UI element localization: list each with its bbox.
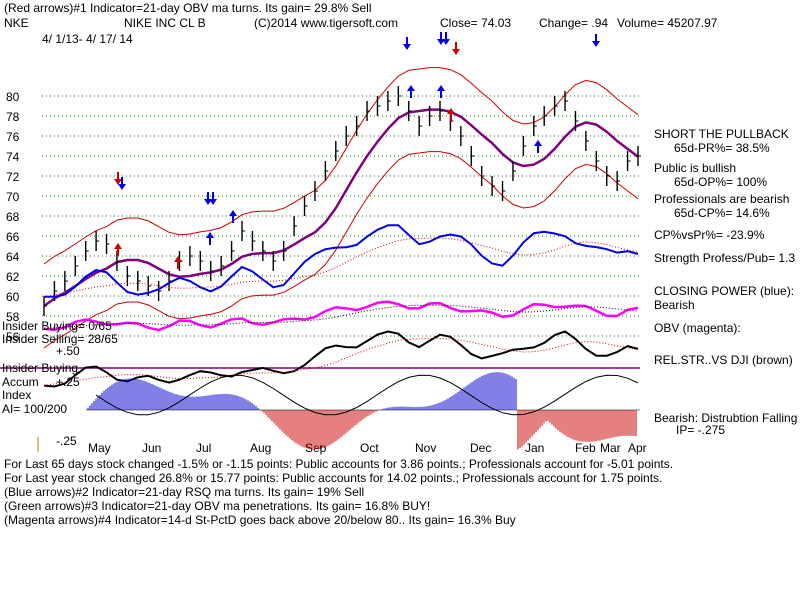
short-pullback: SHORT THE PULLBACK: [654, 127, 789, 141]
strength-ratio: Strength Profess/Pub= 1.3: [654, 251, 796, 265]
y-tick-label: 56: [6, 330, 20, 344]
closing-power-status: Bearish: [654, 298, 695, 312]
blue-buy-arrow: [534, 140, 542, 153]
y-tick-label: 62: [6, 270, 20, 284]
blue-buy-arrow: [206, 232, 214, 245]
x-tick-label: Jun: [142, 441, 161, 455]
red-buy-arrow: [447, 108, 455, 121]
obv-line: [43, 300, 639, 332]
price-bars: [43, 86, 641, 316]
footer-blue-arrows: (Blue arrows)#2 Indicator=21-day RSQ ma …: [4, 485, 365, 499]
blue-sell-arrow: [437, 32, 445, 45]
volume-value: Volume= 45207.97: [617, 16, 718, 30]
y-tick-label: 58: [6, 310, 20, 324]
op-pct: 65d-OP%= 100%: [674, 175, 768, 189]
footer-65-day: For Last 65 days stock changed -1.5% or …: [4, 457, 674, 471]
blue-sell-arrow: [403, 37, 411, 50]
x-tick-label: Nov: [415, 441, 436, 455]
indicator-1-line: (Red arrows)#1 Indicator=21-day OBV ma t…: [4, 1, 372, 15]
y-tick-label: 60: [6, 290, 20, 304]
lower-band-line: [43, 151, 639, 349]
blue-buy-arrow: [437, 85, 445, 98]
blue-buy-arrow: [229, 210, 237, 223]
rel-strength-line: [43, 330, 639, 388]
x-tick-label: Feb: [575, 441, 596, 455]
insider-buying-label: Insider Buying: [2, 361, 79, 375]
public-bullish: Public is bullish: [654, 161, 737, 175]
moving-average-line: [43, 108, 639, 308]
x-tick-label: Mar: [600, 441, 621, 455]
obv-ma-line: [43, 304, 639, 330]
ticker: NKE: [4, 16, 29, 30]
footer-year: For Last year stock changed 26.8% or 15.…: [4, 471, 663, 485]
x-tick-label: May: [88, 441, 111, 455]
x-tick-label: Oct: [360, 441, 379, 455]
blue-sell-arrow: [118, 177, 126, 190]
red-buy-arrow: [174, 256, 182, 269]
y-tick-label: 68: [6, 210, 20, 224]
signal-arrows: [114, 32, 600, 269]
grid: [42, 95, 640, 337]
y-tick-label: 64: [6, 250, 20, 264]
ai-value: AI= 100/200: [2, 402, 68, 416]
close-value: Close= 74.03: [440, 16, 512, 30]
blue-sell-arrow: [204, 192, 212, 205]
cp-vs-pr: CP%vsPr%= -23.9%: [654, 228, 765, 242]
blue-buy-arrow: [407, 85, 415, 98]
y-tick-label: 74: [6, 150, 20, 164]
closing-power-label: CLOSING POWER (blue):: [654, 284, 795, 298]
index-label: Index: [2, 388, 32, 402]
y-tick-label: 66: [6, 230, 20, 244]
insider-buying-count: Insider Buying= 0/65: [2, 319, 112, 333]
x-tick-label: Jul: [196, 441, 211, 455]
accum-label: Accum: [2, 375, 39, 389]
footer-magenta-arrows: (Magenta arrows)#4 Indicator=14-d St-Pct…: [4, 513, 516, 527]
y-tick-label: 76: [6, 130, 20, 144]
y-tick-label: 72: [6, 170, 20, 184]
rel-strength-ma-line: [43, 338, 639, 387]
cp-pct: 65d-CP%= 14.6%: [674, 206, 770, 220]
red-sell-arrow: [114, 172, 122, 185]
y-tick-labels: 56 58 60 62 64 66 68 70 72 74 76 78 80: [6, 90, 20, 344]
accum-index-histogram: [86, 372, 640, 450]
stock-name: NIKE INC CL B: [124, 16, 206, 30]
closing-power-line: [43, 224, 639, 298]
x-tick-labels: May Jun Jul Aug Sep Oct Nov Dec Jan Feb Mar Apr: [88, 441, 647, 455]
copyright: (C)2014 www.tigersoft.com: [254, 16, 399, 30]
date-range: 4/ 1/13- 4/ 17/ 14: [42, 32, 133, 46]
footer-green-arrows: (Green arrows)#3 Indicator=21-day OBV ma…: [4, 499, 431, 513]
blue-sell-arrow: [592, 34, 600, 47]
ip-value: IP= -.275: [676, 423, 726, 437]
red-buy-arrow: [114, 243, 122, 256]
obv-label: OBV (magenta):: [654, 321, 741, 335]
y-tick-label: 80: [6, 90, 20, 104]
insider-selling-count: Insider Selling= 28/65: [2, 332, 118, 346]
y-tick-label: 78: [6, 110, 20, 124]
change-value: Change= .94: [539, 16, 609, 30]
plus-50-label: +.50: [56, 344, 80, 358]
accum-ma-line: [95, 374, 639, 416]
upper-band-line: [43, 67, 639, 265]
blue-sell-arrow: [209, 192, 217, 205]
x-tick-label: Jan: [525, 441, 544, 455]
x-tick-label: Apr: [628, 441, 647, 455]
y-tick-label: 70: [6, 190, 20, 204]
red-sell-arrow: [452, 42, 460, 55]
pr-pct: 65d-PR%= 38.5%: [674, 141, 770, 155]
distribution-status: Bearish: Distrubtion Falling: [654, 411, 798, 425]
x-tick-label: Aug: [250, 441, 271, 455]
plus-25-label: +.25: [56, 375, 80, 389]
blue-sell-arrow: [442, 32, 450, 45]
minus-25-label: -.25: [56, 434, 77, 448]
rel-strength-label: REL.STR..VS DJI (brown): [654, 353, 793, 367]
x-tick-label: Dec: [470, 441, 491, 455]
professionals-bearish: Professionals are bearish: [654, 192, 790, 206]
